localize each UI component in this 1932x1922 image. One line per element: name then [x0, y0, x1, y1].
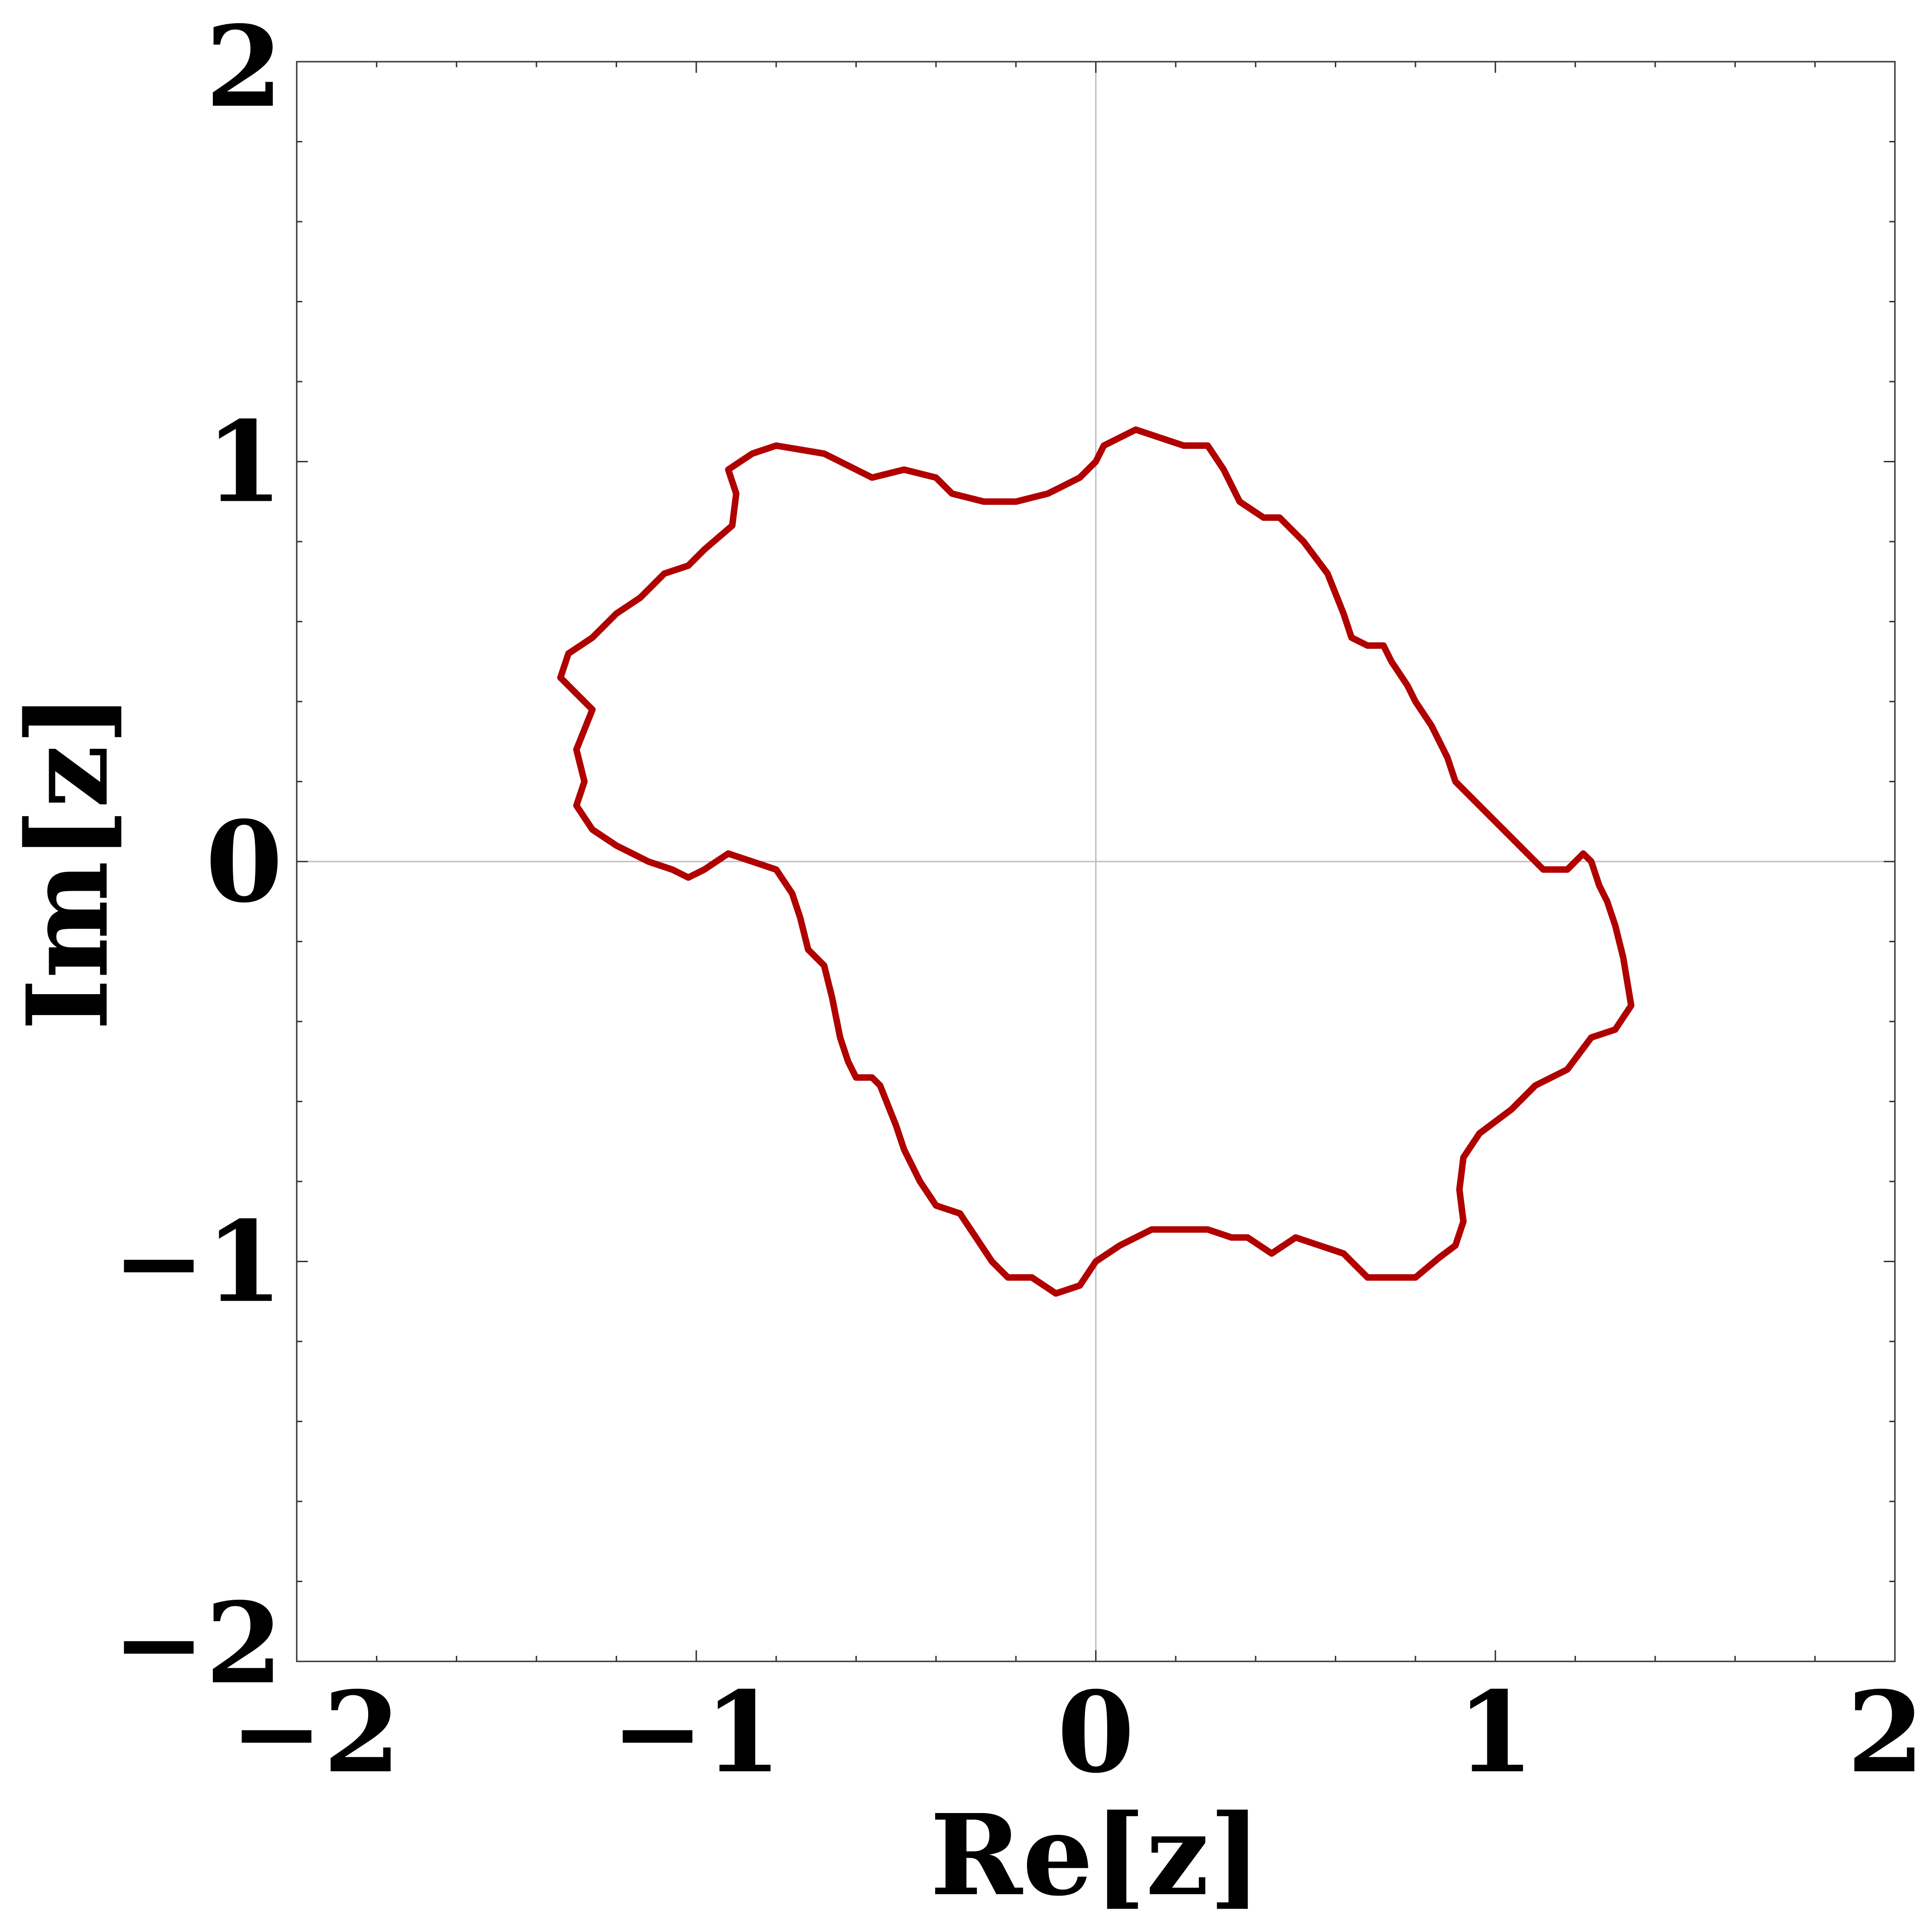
complex-curve-line — [557, 426, 1635, 1297]
y-tick-label: −2 — [112, 1578, 283, 1709]
x-tick-label: 1 — [1457, 1667, 1534, 1798]
y-tick-label: 0 — [205, 797, 283, 927]
x-tick-label: −2 — [230, 1667, 401, 1798]
x-tick-labels: −2 −1 0 1 2 — [230, 1667, 1925, 1798]
y-axis-label: Im[z] — [2, 692, 133, 1031]
x-tick-label: −1 — [611, 1667, 782, 1798]
y-tick-label: 2 — [205, 1, 283, 132]
x-axis-label: Re[z] — [930, 1790, 1262, 1921]
y-tick-label: −1 — [112, 1197, 283, 1328]
plot-area — [296, 61, 1896, 1662]
x-tick-label: 0 — [1057, 1667, 1135, 1798]
y-tick-label: 1 — [205, 397, 283, 528]
x-tick-label: 2 — [1847, 1667, 1925, 1798]
minor-ticks — [296, 61, 1896, 1662]
y-tick-labels: −2 −1 0 1 2 — [112, 1, 283, 1709]
